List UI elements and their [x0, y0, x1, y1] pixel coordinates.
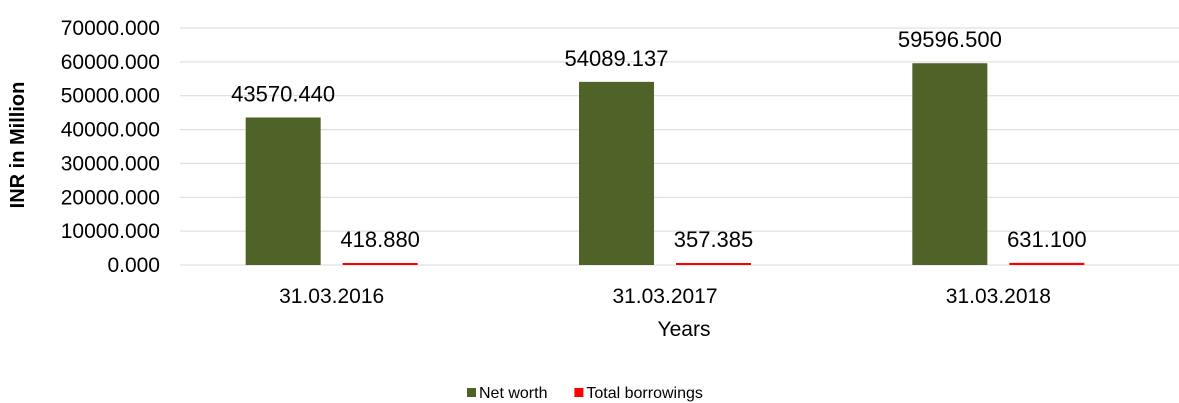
y-tick-label: 70000.000 [61, 17, 160, 40]
x-tick-label: 31.03.2017 [612, 285, 717, 308]
x-tick-labels: 31.03.2016 31.03.2017 31.03.2018 [279, 285, 1051, 308]
y-tick-label: 10000.000 [61, 220, 160, 243]
bar-total-borrowings [342, 263, 418, 265]
legend-swatch [467, 388, 476, 397]
y-tick-label: 0.000 [107, 254, 160, 277]
gridlines [180, 27, 1179, 266]
legend-label: Total borrowings [586, 385, 703, 402]
y-tick-label: 60000.000 [61, 51, 160, 74]
bar-total-borrowings [1009, 262, 1085, 265]
bar-total-borrowings [676, 263, 751, 265]
data-label: 357.385 [674, 227, 754, 252]
data-label: 59596.500 [898, 27, 1002, 52]
data-labels: 43570.440 418.880 54089.137 357.385 59596.50… [231, 27, 1086, 252]
y-axis-title: INR in Million [7, 82, 29, 209]
data-label: 43570.440 [231, 81, 335, 106]
data-label: 631.100 [1007, 227, 1087, 252]
x-tick-label: 31.03.2016 [279, 285, 384, 308]
y-tick-label: 20000.000 [61, 186, 160, 209]
bar-net-worth [245, 117, 321, 265]
x-tick-label: 31.03.2018 [946, 285, 1051, 308]
legend-swatch [574, 388, 584, 397]
bar-net-worth [912, 63, 988, 265]
data-label: 54089.137 [565, 46, 669, 71]
data-label: 418.880 [340, 227, 420, 252]
y-tick-label: 30000.000 [61, 152, 160, 175]
bar-net-worth [579, 81, 654, 266]
y-tick-label: 50000.000 [61, 85, 160, 108]
bars [245, 63, 1085, 266]
y-tick-label: 40000.000 [61, 119, 160, 142]
x-axis-title: Years [658, 318, 711, 341]
legend-label: Net worth [479, 385, 547, 402]
y-tick-labels: 0.000 10000.000 20000.000 30000.000 40000.00… [61, 17, 160, 277]
legend: Net worth Total borrowings [467, 385, 703, 402]
